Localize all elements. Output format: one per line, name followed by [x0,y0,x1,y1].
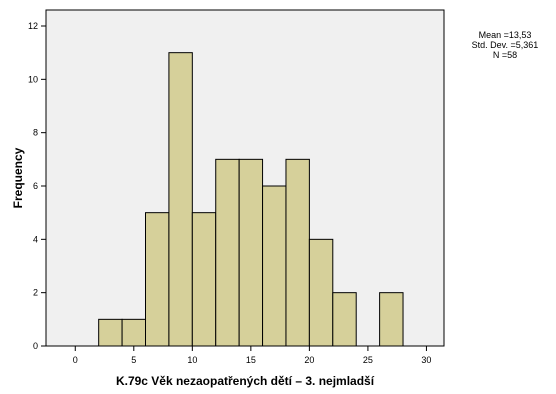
histogram-bar [215,158,240,347]
x-tick-label: 30 [421,355,431,365]
n-text: N =58 [492,50,518,60]
summary-statistics: Mean =13,53 Std. Dev. =5,361 N =58 [462,30,548,60]
y-axis-label: Frequency [11,147,25,208]
x-tick-label: 0 [73,355,78,365]
y-tick-label: 0 [33,341,38,351]
x-tick-label: 25 [363,355,373,365]
std-dev-text: Std. Dev. =5,361 [471,40,539,50]
x-tick-label: 10 [187,355,197,365]
histogram-bar [191,212,217,347]
histogram-bar [145,212,170,347]
y-axis: 0 2 4 6 8 10 12 [28,21,46,351]
histogram-bar [308,238,334,347]
histogram-bar [332,292,357,347]
histogram-bar [168,52,193,347]
histogram-bar [379,292,404,347]
x-tick-label: 20 [304,355,314,365]
y-tick-label: 6 [33,181,38,191]
y-tick-label: 2 [33,288,38,298]
x-axis-label: K.79c Věk nezaopatřených dětí – 3. nejml… [116,374,375,388]
histogram-bar [238,158,264,347]
histogram-bar [285,158,310,347]
y-tick-label: 10 [28,74,38,84]
y-tick-label: 12 [28,21,38,31]
x-axis: 0 5 10 15 20 25 30 [73,346,431,365]
bars-group [98,52,404,347]
histogram-bar [262,185,287,347]
histogram-bar [121,318,146,347]
x-tick-label: 5 [131,355,136,365]
mean-text: Mean =13,53 [478,30,532,40]
histogram-bar [98,318,123,347]
y-tick-label: 8 [33,128,38,138]
x-tick-label: 15 [246,355,256,365]
y-tick-label: 4 [33,234,38,244]
